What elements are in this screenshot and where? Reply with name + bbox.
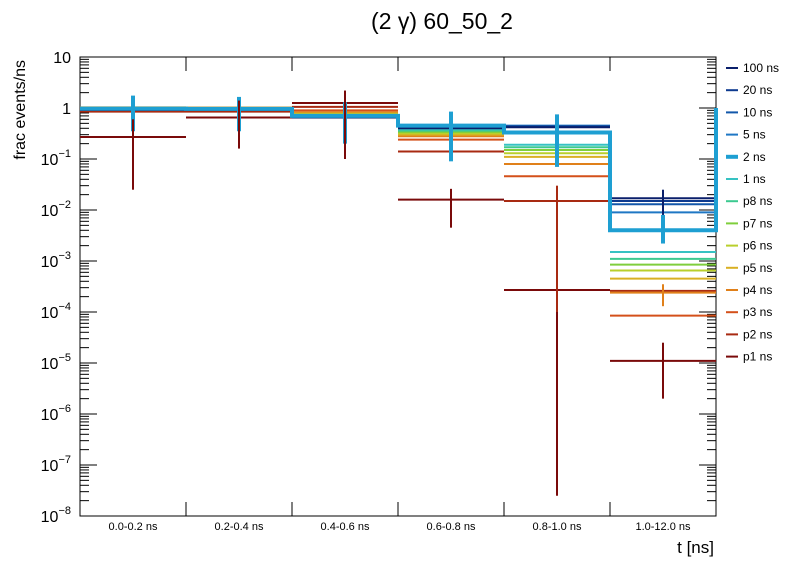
legend-label-p4-ns: p4 ns xyxy=(743,283,772,297)
y-tick-label: 1 xyxy=(62,101,71,118)
x-axis-label: t [ns] xyxy=(677,538,714,557)
series-2-ns-highlight xyxy=(80,106,718,233)
legend-label-p6-ns: p6 ns xyxy=(743,239,772,253)
chart-title: (2 γ) 60_50_2 xyxy=(371,8,513,34)
x-tick-label: 0.6-0.8 ns xyxy=(427,521,476,533)
legend-label-p3-ns: p3 ns xyxy=(743,305,772,319)
y-tick-label: 10−2 xyxy=(41,199,71,220)
legend-label-100-ns: 100 ns xyxy=(743,61,779,75)
legend-label-p5-ns: p5 ns xyxy=(743,261,772,275)
legend-label-p2-ns: p2 ns xyxy=(743,327,772,341)
histogram-series xyxy=(80,102,718,362)
legend-label-p7-ns: p7 ns xyxy=(743,216,772,230)
x-tick-label: 1.0-12.0 ns xyxy=(635,521,691,533)
legend-label-p1-ns: p1 ns xyxy=(743,350,772,364)
y-tick-label: 10−3 xyxy=(41,250,71,271)
legend-label-20-ns: 20 ns xyxy=(743,83,772,97)
legend-label-5-ns: 5 ns xyxy=(743,128,766,142)
legend-label-1-ns: 1 ns xyxy=(743,172,766,186)
x-tick-label: 0.8-1.0 ns xyxy=(533,521,582,533)
legend-label-10-ns: 10 ns xyxy=(743,105,772,119)
y-tick-label: 10−1 xyxy=(41,148,71,169)
legend-label-2-ns: 2 ns xyxy=(743,150,766,164)
highlight-step-line xyxy=(80,106,718,233)
x-tick-labels: 0.0-0.2 ns 0.2-0.4 ns 0.4-0.6 ns 0.6-0.8 ns… xyxy=(109,521,691,533)
y-axis-label: frac events/ns xyxy=(12,60,29,160)
x-tick-label: 0.2-0.4 ns xyxy=(215,521,264,533)
y-tick-labels: 10−8 10−7 10−6 10−5 10−4 10−3 10−2 10−1 1 10 xyxy=(41,50,71,526)
y-tick-label: 10−4 xyxy=(41,301,71,322)
y-tick-label: 10−8 xyxy=(41,505,71,526)
y-tick-label: 10−5 xyxy=(41,352,71,373)
axis-ticks xyxy=(80,56,716,517)
y-tick-label: 10−6 xyxy=(41,403,71,424)
error-bars xyxy=(131,90,665,496)
y-tick-label: 10 xyxy=(53,50,71,67)
legend-label-p8-ns: p8 ns xyxy=(743,194,772,208)
series-p8-ns xyxy=(80,107,716,260)
x-tick-label: 0.4-0.6 ns xyxy=(321,521,370,533)
x-tick-label: 0.0-0.2 ns xyxy=(109,521,158,533)
legend: 100 ns 20 ns 10 ns 5 ns 2 ns 1 ns p8 ns p7 ns p6… xyxy=(726,61,779,364)
y-tick-label: 10−7 xyxy=(41,454,71,475)
